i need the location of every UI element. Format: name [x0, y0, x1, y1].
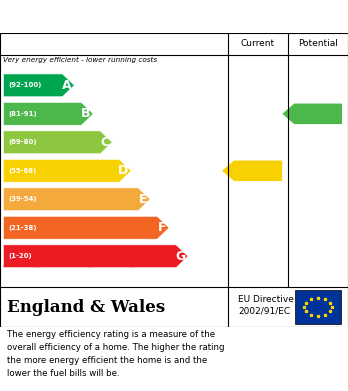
- Polygon shape: [3, 245, 188, 268]
- Text: C: C: [100, 136, 109, 149]
- Text: 81: 81: [323, 107, 340, 120]
- Text: 60: 60: [263, 164, 280, 177]
- FancyBboxPatch shape: [295, 290, 341, 324]
- Text: D: D: [118, 164, 128, 177]
- Text: E: E: [139, 193, 147, 206]
- Polygon shape: [3, 160, 131, 182]
- Text: (21-38): (21-38): [9, 225, 37, 231]
- Polygon shape: [222, 161, 282, 181]
- Polygon shape: [3, 188, 150, 211]
- Polygon shape: [282, 104, 342, 124]
- Text: EU Directive
2002/91/EC: EU Directive 2002/91/EC: [238, 294, 294, 316]
- Text: (92-100): (92-100): [9, 83, 42, 88]
- Text: (69-80): (69-80): [9, 139, 37, 145]
- Text: Energy Efficiency Rating: Energy Efficiency Rating: [7, 9, 217, 24]
- Text: (81-91): (81-91): [9, 111, 37, 117]
- Text: (55-68): (55-68): [9, 168, 37, 174]
- Text: England & Wales: England & Wales: [7, 298, 165, 316]
- Text: (39-54): (39-54): [9, 196, 37, 202]
- Text: B: B: [81, 107, 90, 120]
- Text: Not energy efficient - higher running costs: Not energy efficient - higher running co…: [3, 262, 158, 269]
- Polygon shape: [3, 74, 74, 97]
- Text: Potential: Potential: [298, 39, 338, 48]
- Text: G: G: [175, 250, 185, 263]
- Polygon shape: [3, 216, 169, 239]
- Polygon shape: [3, 131, 112, 154]
- Text: F: F: [158, 221, 166, 234]
- Text: (1-20): (1-20): [9, 253, 32, 259]
- Text: A: A: [62, 79, 71, 92]
- Polygon shape: [3, 102, 93, 125]
- Text: The energy efficiency rating is a measure of the
overall efficiency of a home. T: The energy efficiency rating is a measur…: [7, 330, 224, 378]
- Text: Very energy efficient - lower running costs: Very energy efficient - lower running co…: [3, 57, 158, 63]
- Text: Current: Current: [241, 39, 275, 48]
